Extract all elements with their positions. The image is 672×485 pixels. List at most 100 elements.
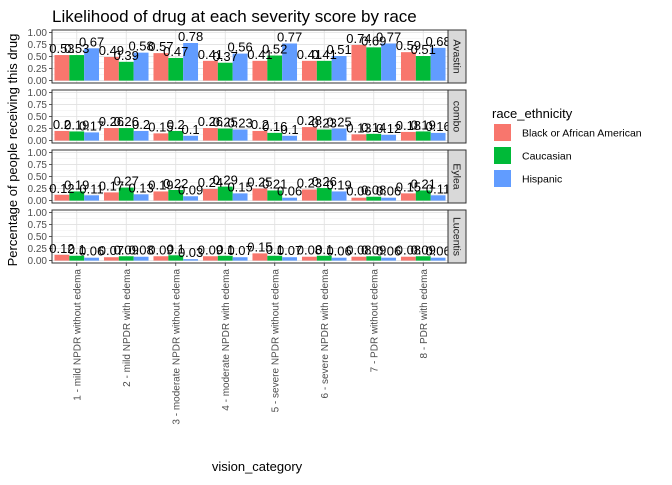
bar: [153, 133, 169, 141]
bar: [118, 187, 134, 201]
bar: [252, 253, 268, 261]
data-label: 0.41: [297, 47, 322, 62]
bar: [118, 128, 134, 141]
data-label: 0.23: [312, 116, 337, 131]
bar: [267, 255, 283, 261]
y-tick-label: 0.50: [28, 172, 48, 183]
bar: [430, 47, 446, 81]
data-label: 0.23: [227, 116, 252, 131]
bar: [168, 57, 184, 81]
x-axis-title: vision_category: [212, 459, 303, 474]
legend-key: [494, 124, 511, 141]
data-label: 0.1: [68, 242, 86, 257]
data-label: 0.23: [297, 176, 322, 191]
y-tick-label: 1.00: [28, 148, 48, 159]
data-label: 0.19: [411, 117, 436, 132]
data-label: 0.08: [297, 243, 322, 258]
y-tick-label: 0.00: [28, 196, 48, 207]
data-label: 0.06: [326, 244, 351, 259]
data-label: 0.49: [99, 43, 124, 58]
x-tick-label: 3 - moderate NPDR without edema: [171, 269, 182, 425]
y-tick-label: 0.75: [28, 40, 48, 51]
data-label: 0.2: [251, 117, 269, 132]
data-label: 0.1: [182, 122, 200, 137]
bar: [381, 134, 397, 141]
bar: [69, 131, 85, 141]
bar: [331, 128, 347, 141]
y-tick-label: 1.00: [28, 28, 48, 39]
y-tick-label: 1.00: [28, 208, 48, 219]
data-label: 0.21: [262, 176, 287, 191]
bar: [232, 129, 248, 141]
facet-strip-label: Eylea: [451, 163, 463, 189]
data-label: 0.06: [346, 184, 371, 199]
bar: [153, 53, 169, 81]
x-tick-label: 8 - PDR with edema: [419, 269, 430, 359]
bar: [430, 257, 446, 261]
bar: [351, 134, 367, 141]
data-label: 0.51: [411, 42, 436, 57]
data-label: 0.15: [247, 239, 272, 254]
bar: [54, 254, 70, 261]
data-label: 0.41: [312, 47, 337, 62]
bar: [400, 52, 416, 81]
data-label: 0.07: [227, 243, 252, 258]
data-label: 0.08: [396, 243, 421, 258]
bar: [103, 257, 119, 261]
data-label: 0.26: [99, 114, 124, 129]
bar: [84, 132, 100, 141]
data-label: 0.12: [49, 181, 74, 196]
x-axis: 1 - mild NPDR without edema 2 - mild NPDR…: [72, 263, 430, 425]
bar: [217, 62, 233, 81]
data-label: 0.77: [376, 29, 401, 44]
bar: [217, 255, 233, 261]
data-label: 0.15: [227, 179, 252, 194]
bar: [133, 194, 149, 201]
bar: [301, 256, 317, 261]
data-label: 0.09: [178, 182, 203, 197]
bar: [381, 257, 397, 261]
data-label: 0.09: [198, 242, 223, 257]
data-label: 0.15: [396, 179, 421, 194]
data-label: 0.47: [163, 44, 188, 59]
data-label: 0.06: [79, 244, 104, 259]
data-label: 0.2: [132, 117, 150, 132]
legend: race_ethnicity Black or African American…: [492, 106, 642, 187]
data-label: 0.17: [79, 118, 104, 133]
bar: [202, 128, 218, 141]
data-label: 0.2: [167, 117, 185, 132]
data-label: 0.17: [99, 178, 124, 193]
data-label: 0.26: [114, 114, 139, 129]
bar: [316, 255, 332, 261]
data-label: 0.24: [198, 175, 223, 190]
bar: [400, 193, 416, 201]
bar: [267, 55, 283, 81]
data-label: 0.03: [178, 245, 203, 260]
data-label: 0.28: [297, 113, 322, 128]
facet-strip: [447, 89, 467, 144]
bar: [54, 55, 70, 81]
bar: [183, 135, 199, 141]
bar: [69, 255, 85, 261]
data-label: 0.68: [425, 34, 450, 49]
data-label: 0.25: [247, 175, 272, 190]
legend-title: race_ethnicity: [492, 106, 573, 121]
bar: [103, 128, 119, 141]
bar: [183, 196, 199, 201]
data-label: 0.18: [396, 118, 421, 133]
bar: [282, 135, 298, 141]
data-label: 0.09: [361, 242, 386, 257]
bar: [400, 131, 416, 141]
data-label: 0.22: [163, 176, 188, 191]
data-label: 0.06: [376, 244, 401, 259]
bar: [103, 192, 119, 201]
data-label: 0.59: [396, 38, 421, 53]
bar: [301, 189, 317, 201]
bar: [366, 133, 382, 141]
bar: [103, 56, 119, 81]
bar: [267, 132, 283, 141]
legend-key: [494, 170, 511, 187]
bar: [415, 56, 431, 81]
bar: [366, 47, 382, 81]
